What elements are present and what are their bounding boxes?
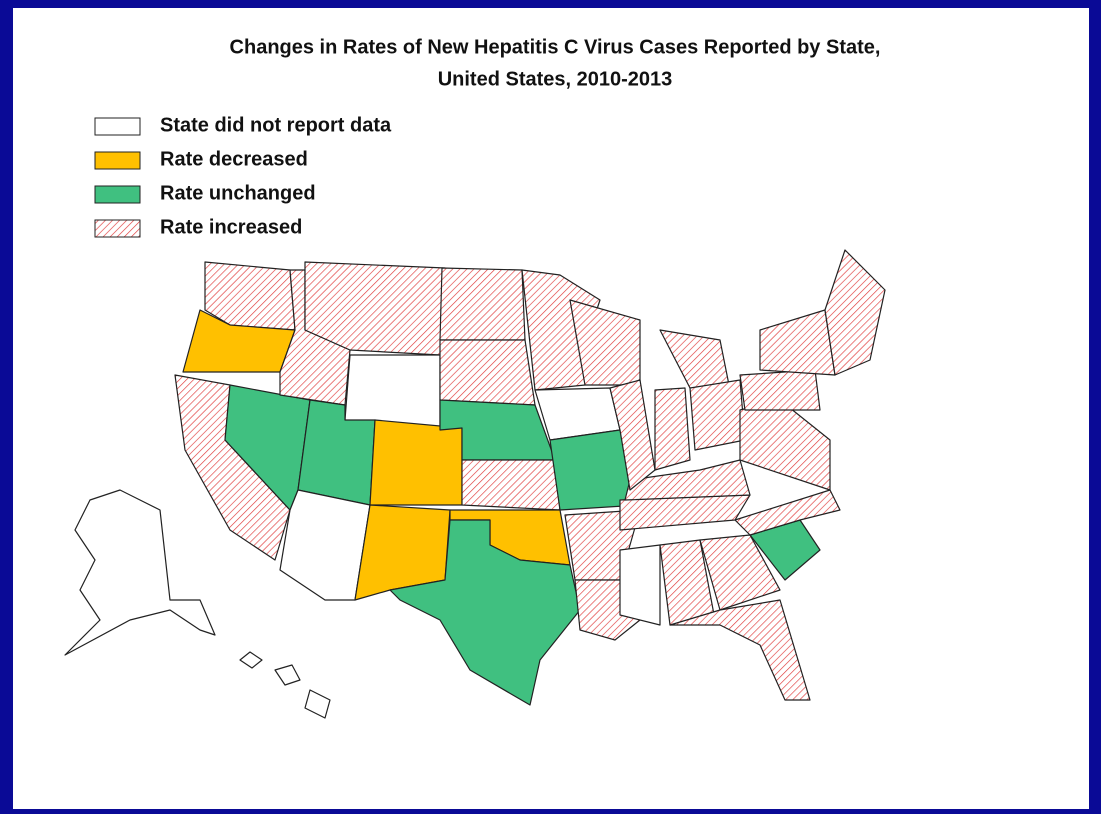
state xyxy=(64,489,216,656)
state xyxy=(461,459,561,511)
slide: Changes in Rates of New Hepatitis C Viru… xyxy=(13,8,1089,809)
map-figure: Changes in Rates of New Hepatitis C Viru… xyxy=(64,36,886,719)
state xyxy=(304,689,331,719)
state xyxy=(439,339,536,406)
legend-swatch xyxy=(94,117,141,136)
legend-label: Rate increased xyxy=(160,216,302,238)
state xyxy=(659,329,731,391)
state xyxy=(389,519,581,706)
state xyxy=(619,494,751,531)
state xyxy=(304,261,446,356)
state xyxy=(699,534,781,611)
state xyxy=(609,379,656,491)
state xyxy=(689,379,746,451)
state xyxy=(624,459,751,501)
state xyxy=(824,249,886,376)
legend-label: Rate decreased xyxy=(160,148,308,170)
state xyxy=(239,651,263,669)
state xyxy=(739,369,821,411)
state xyxy=(279,489,371,601)
title-line: Changes in Rates of New Hepatitis C Viru… xyxy=(230,36,881,58)
state xyxy=(759,309,836,376)
state xyxy=(739,399,831,491)
state xyxy=(274,664,301,686)
legend-swatch xyxy=(94,185,141,204)
state xyxy=(654,387,691,471)
states xyxy=(64,249,886,719)
state xyxy=(182,309,296,373)
legend-label: State did not report data xyxy=(160,114,392,136)
state xyxy=(439,267,526,341)
legend: State did not report data Rate decreased R… xyxy=(94,114,392,238)
state xyxy=(734,489,841,536)
state xyxy=(344,354,441,431)
state xyxy=(619,544,661,626)
legend-label: Rate unchanged xyxy=(160,182,316,204)
legend-swatch xyxy=(94,219,141,238)
state xyxy=(669,599,811,701)
state xyxy=(369,419,463,506)
title-line: United States, 2010-2013 xyxy=(438,68,673,90)
legend-swatch xyxy=(94,151,141,170)
